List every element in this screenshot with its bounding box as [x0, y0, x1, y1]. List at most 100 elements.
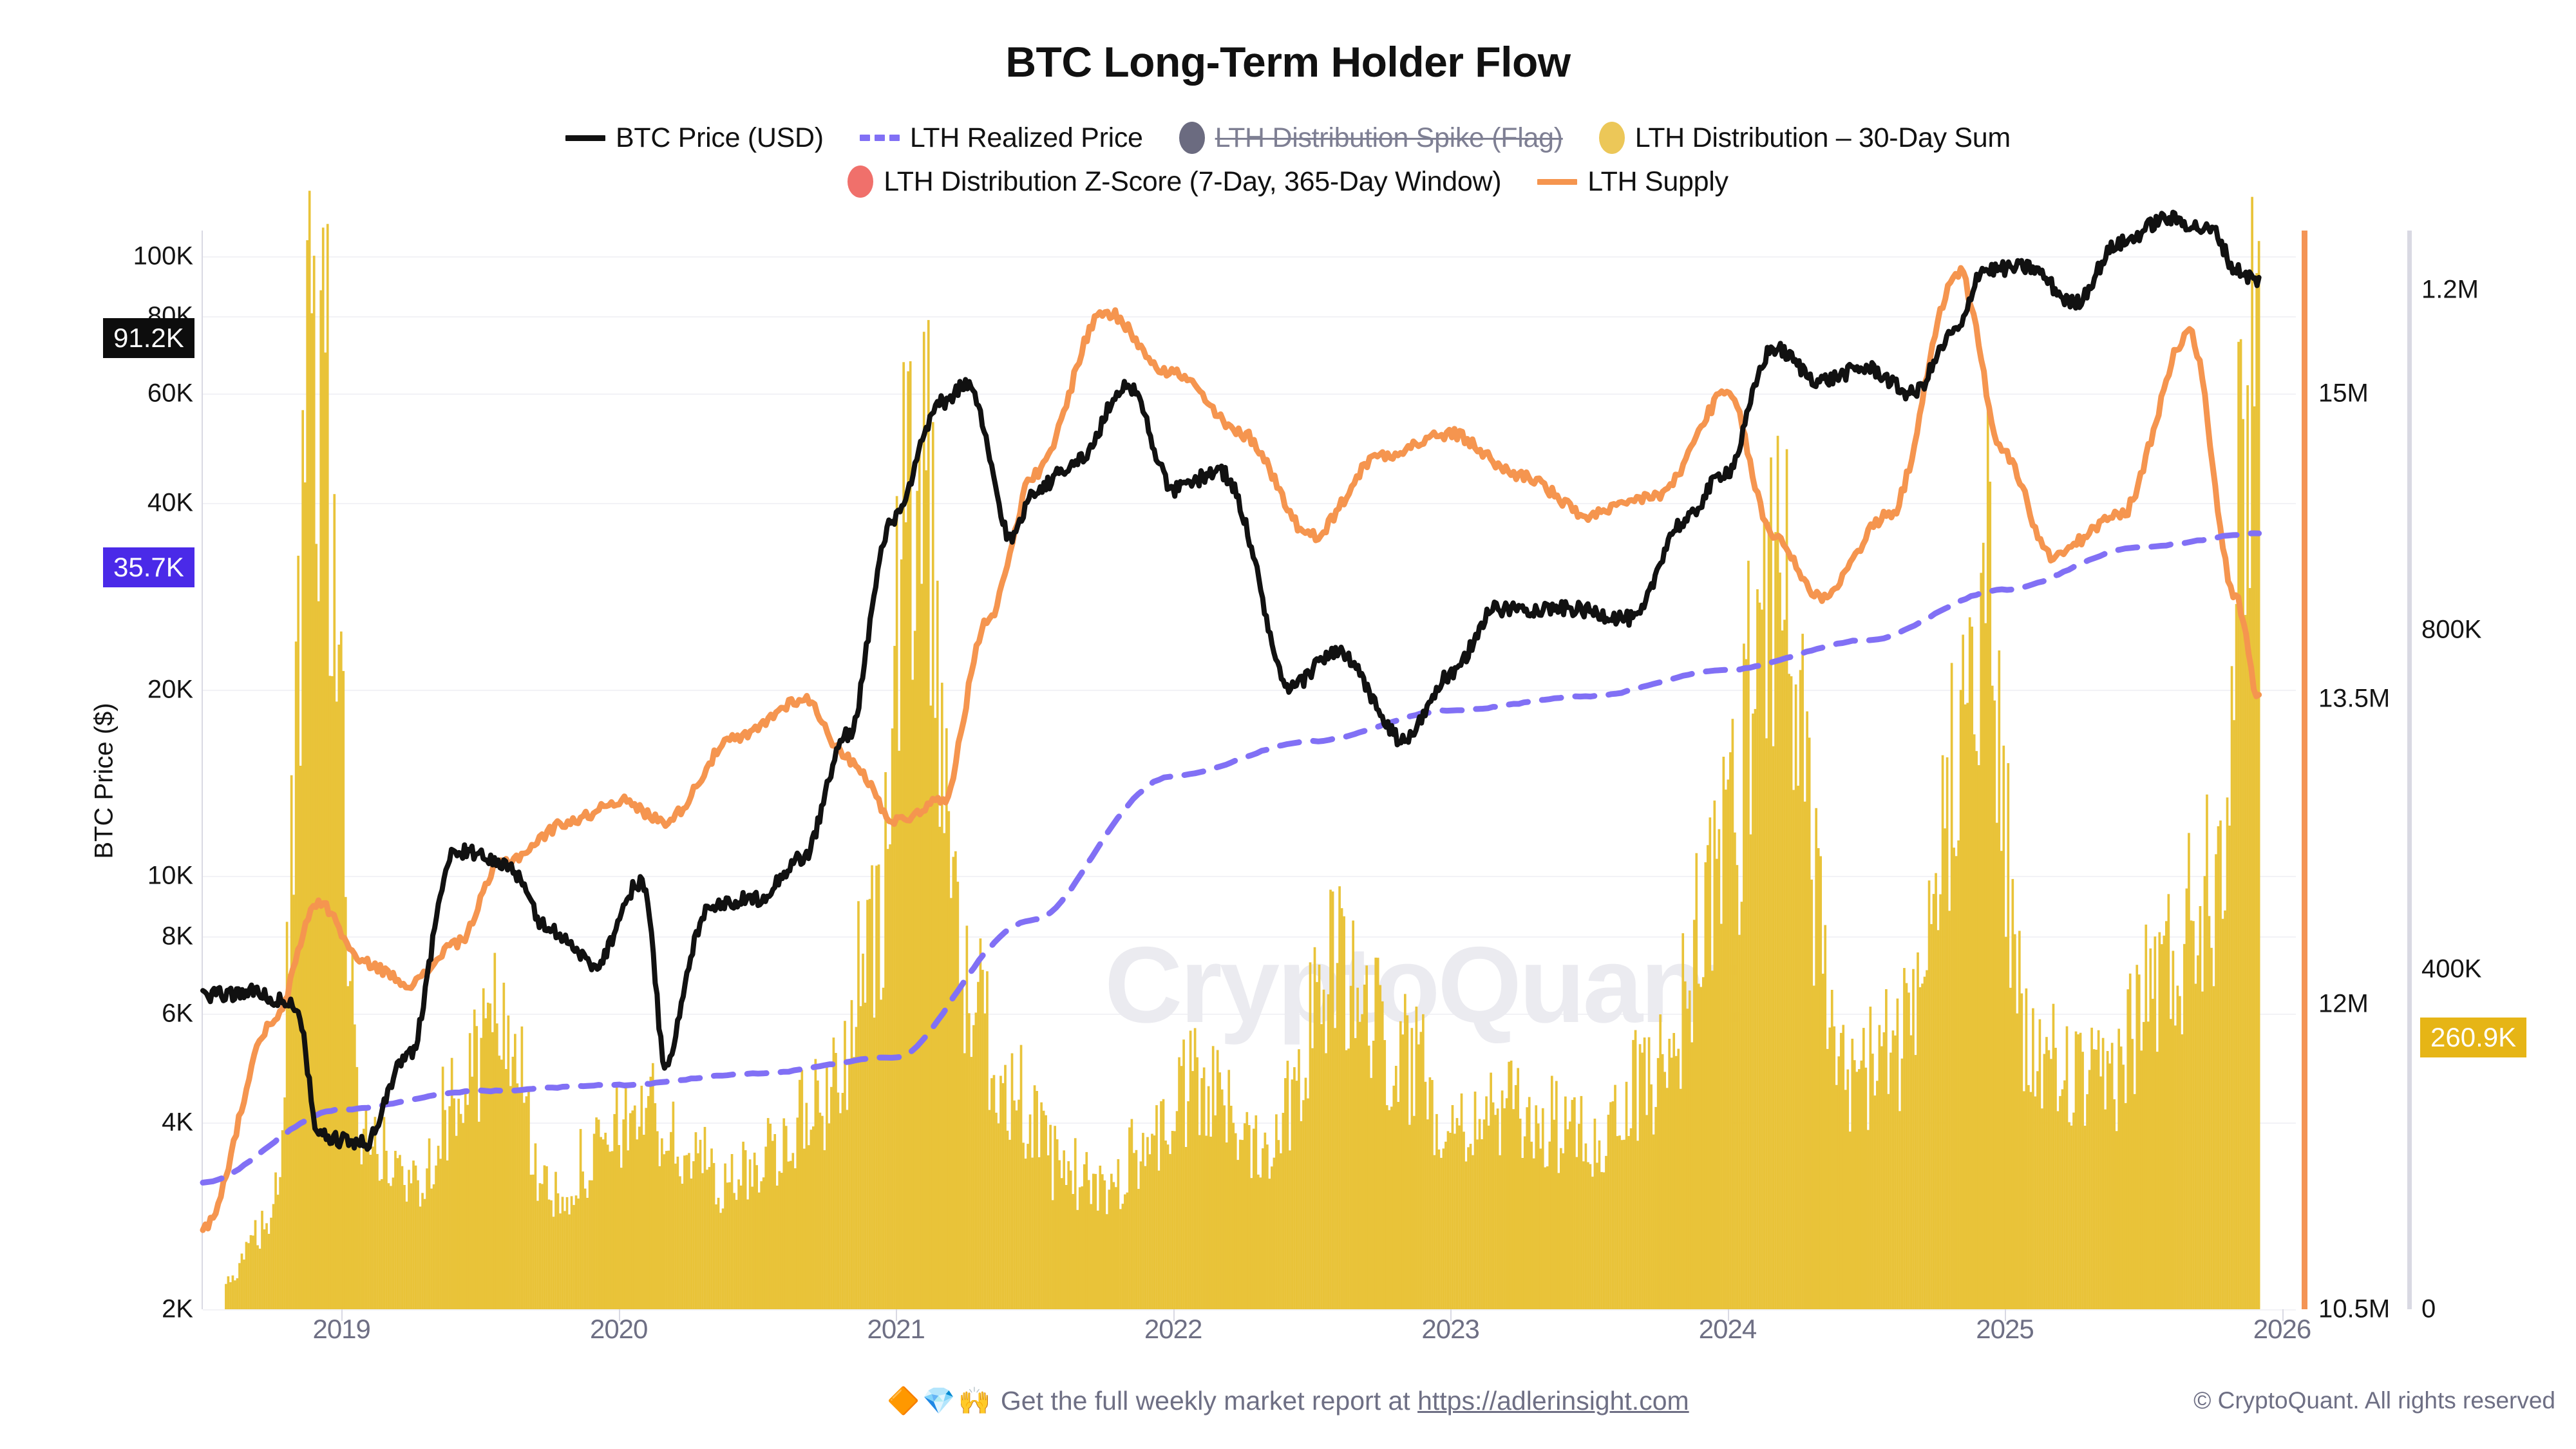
distribution-bar [1871, 1054, 1874, 1309]
distribution-bar [1743, 643, 1745, 1309]
distribution-bar [1006, 1130, 1009, 1309]
distribution-bar [611, 1151, 614, 1309]
distribution-bar [1512, 1109, 1515, 1309]
distribution-bar [1358, 1021, 1361, 1309]
distribution-bar [814, 1059, 817, 1309]
distribution-bar [1198, 1135, 1201, 1309]
legend-lth-realized-price[interactable]: LTH Realized Price [859, 122, 1143, 154]
distribution-bar [848, 1059, 851, 1309]
distribution-bar [1087, 1180, 1090, 1309]
distribution-bar [1984, 623, 1987, 1309]
legend-lth-distribution-30day[interactable]: LTH Distribution – 30-Day Sum [1598, 122, 2011, 154]
distribution-bar [412, 1160, 415, 1309]
x-axis-tick-mark [2005, 1309, 2006, 1321]
distribution-bar [1688, 990, 1691, 1309]
legend-lth-distribution-zscore[interactable]: LTH Distribution Z-Score (7-Day, 365-Day… [848, 166, 1502, 198]
distribution-bar [1454, 1133, 1456, 1309]
distribution-bar [1941, 755, 1944, 1309]
distribution-bar [2050, 1059, 2052, 1309]
distribution-bar [918, 445, 921, 1310]
legend-lth-distribution-spike[interactable]: LTH Distribution Spike (Flag) [1179, 122, 1563, 154]
distribution-bar [1991, 685, 1994, 1309]
distribution-bar [1300, 1121, 1303, 1309]
distribution-bar [1555, 1081, 1558, 1309]
legend-btc-price[interactable]: BTC Price (USD) [565, 122, 824, 154]
left-axis-tick-label: 40K [147, 488, 193, 517]
distribution-bar [1812, 985, 1815, 1309]
distribution-bar [1076, 1209, 1079, 1309]
distribution-bar [900, 559, 903, 1309]
distribution-bar [1614, 1084, 1616, 1309]
distribution-bar [2221, 918, 2224, 1309]
legend-line-swatch [1537, 178, 1578, 185]
distribution-bar [1889, 1052, 1892, 1309]
distribution-bar [1846, 1069, 1850, 1309]
distribution-bar [670, 1132, 672, 1309]
distribution-bar [751, 1186, 753, 1309]
distribution-bar [2032, 1008, 2034, 1309]
distribution-bar [1587, 1162, 1589, 1309]
distribution-bar [1716, 858, 1718, 1309]
distribution-bar [1912, 969, 1915, 1309]
distribution-bar [1964, 704, 1967, 1309]
distribution-bar [2133, 1094, 2136, 1309]
distribution-bar [1873, 1095, 1877, 1309]
distribution-bar [1752, 714, 1754, 1309]
distribution-bar [2176, 985, 2179, 1309]
distribution-bar [1745, 659, 1748, 1309]
distribution-bar [1571, 1099, 1574, 1309]
distribution-bar [805, 1103, 808, 1309]
distribution-bar [2011, 878, 2014, 1309]
distribution-bar [636, 1139, 639, 1309]
distribution-bar [956, 882, 960, 1309]
distribution-bar [534, 1143, 537, 1309]
distribution-bar [1110, 1173, 1113, 1309]
distribution-bar [294, 641, 298, 1310]
distribution-bar [1944, 828, 1946, 1309]
legend-lth-supply[interactable]: LTH Supply [1537, 166, 1728, 198]
distribution-bar [1718, 829, 1721, 1309]
distribution-bar [538, 1183, 542, 1309]
distribution-bar [351, 952, 354, 1309]
distribution-bar [766, 1118, 770, 1309]
distribution-bar [1900, 1058, 1904, 1309]
distribution-bar [1449, 1133, 1452, 1309]
distribution-bar [1352, 920, 1354, 1309]
adlerinsight-link[interactable]: https://adlerinsight.com [1417, 1386, 1689, 1416]
gridline [203, 876, 2296, 878]
plot-area[interactable]: CryptoQuant [200, 191, 2296, 1311]
distribution-bar [1876, 1081, 1879, 1309]
distribution-bar [771, 1141, 774, 1309]
distribution-bar [1058, 1160, 1061, 1309]
distribution-bar [645, 1108, 648, 1309]
legend-dot-swatch [1598, 122, 1625, 154]
distribution-bar [1855, 1072, 1859, 1309]
distribution-bar [952, 857, 955, 1309]
distribution-bar [2190, 920, 2193, 1309]
distribution-bar [1108, 1189, 1111, 1309]
distribution-bar [920, 583, 923, 1309]
distribution-bar [1867, 1130, 1870, 1309]
distribution-bar [1482, 1119, 1486, 1309]
distribution-bar [1356, 987, 1359, 1309]
distribution-bar [1828, 1027, 1832, 1309]
distribution-bar [1036, 1091, 1038, 1309]
distribution-bar [1476, 1139, 1479, 1309]
distribution-bar [1266, 1144, 1269, 1309]
right-supply-tick-label: 15M [2318, 379, 2369, 408]
distribution-bar [844, 1021, 846, 1309]
distribution-bar [1767, 522, 1770, 1309]
distribution-bar [2164, 921, 2168, 1309]
distribution-bar [656, 1131, 659, 1309]
distribution-bar [970, 1057, 973, 1309]
distribution-bar [471, 1076, 474, 1309]
distribution-bar [1575, 1157, 1578, 1309]
distribution-bar [1817, 848, 1820, 1309]
distribution-bar [706, 1170, 708, 1309]
distribution-bar [1072, 1194, 1075, 1309]
distribution-bar [1162, 1099, 1165, 1309]
distribution-bar [2255, 273, 2258, 1310]
gridline [203, 936, 2296, 938]
distribution-bar [1243, 1123, 1246, 1309]
distribution-bar [886, 849, 889, 1309]
